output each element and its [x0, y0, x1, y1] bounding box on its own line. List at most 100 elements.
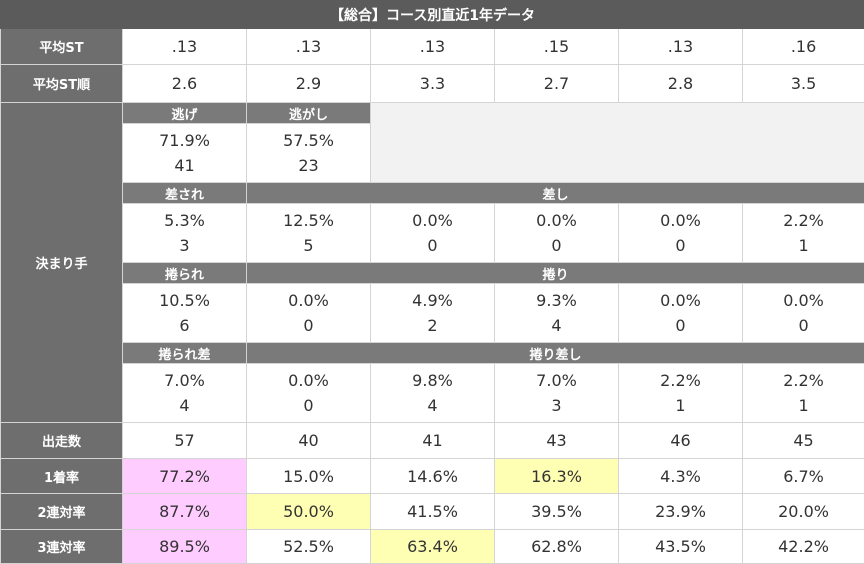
- subhead-makurare-sashi: 捲られ差: [123, 343, 247, 364]
- row-label-avg-st-rank: 平均ST順: [1, 65, 123, 103]
- trio-rate-course-4: 62.8%: [495, 530, 619, 564]
- row-label-kimarite: 決まり手: [1, 103, 123, 423]
- sashi-cell-course-3: 0.0%0: [371, 204, 495, 263]
- nigashi-count: 23: [247, 153, 370, 178]
- subhead-makuri-sashi: 捲り差し: [247, 343, 864, 364]
- trio-rate-course-3: 63.4%: [371, 530, 495, 564]
- trio-rate-course-5: 43.5%: [619, 530, 743, 564]
- makuri-sashi-rate: 9.8%: [371, 368, 494, 393]
- avg-st-rank-course-3: 3.3: [371, 65, 495, 103]
- avg-st-course-5: .13: [619, 29, 743, 65]
- avg-st-course-3: .13: [371, 29, 495, 65]
- sashi-count: 1: [743, 233, 864, 258]
- row-label-quinella-rate: 2連対率: [1, 494, 123, 530]
- sasare-cell: 5.3%3: [123, 204, 247, 263]
- starts-course-4: 43: [495, 423, 619, 459]
- makuri-sashi-count: 3: [495, 393, 618, 418]
- sashi-count: 5: [247, 233, 370, 258]
- subhead-makurare: 捲られ: [123, 263, 247, 284]
- sashi-cell-course-6: 2.2%1: [743, 204, 864, 263]
- starts-course-2: 40: [247, 423, 371, 459]
- sasare-rate: 5.3%: [123, 208, 246, 233]
- avg-st-course-6: .16: [743, 29, 864, 65]
- sashi-rate: 0.0%: [495, 208, 618, 233]
- makuri-rate: 9.3%: [495, 288, 618, 313]
- sashi-rate: 0.0%: [619, 208, 742, 233]
- subhead-nigashi: 逃がし: [247, 103, 371, 124]
- makuri-sashi-count: 0: [247, 393, 370, 418]
- trio-rate-course-1: 89.5%: [123, 530, 247, 564]
- win-rate-course-5: 4.3%: [619, 459, 743, 494]
- avg-st-course-1: .13: [123, 29, 247, 65]
- starts-course-3: 41: [371, 423, 495, 459]
- nige-rate: 71.9%: [123, 128, 246, 153]
- makuri-rate: 0.0%: [247, 288, 370, 313]
- sashi-cell-course-5: 0.0%0: [619, 204, 743, 263]
- avg-st-rank-course-4: 2.7: [495, 65, 619, 103]
- empty-block: [371, 103, 864, 183]
- makuri-count: 2: [371, 313, 494, 338]
- makuri-cell-course-5: 0.0%0: [619, 284, 743, 343]
- makuri-sashi-rate: 2.2%: [743, 368, 864, 393]
- makuri-count: 4: [495, 313, 618, 338]
- sashi-rate: 0.0%: [371, 208, 494, 233]
- row-label-trio-rate: 3連対率: [1, 530, 123, 564]
- subhead-makuri: 捲り: [247, 263, 864, 284]
- sashi-count: 0: [371, 233, 494, 258]
- makuri-sashi-count: 1: [743, 393, 864, 418]
- makuri-count: 0: [247, 313, 370, 338]
- subhead-sasare: 差され: [123, 183, 247, 204]
- nige-count: 41: [123, 153, 246, 178]
- makuri-rate: 0.0%: [743, 288, 864, 313]
- sashi-cell-course-4: 0.0%0: [495, 204, 619, 263]
- quinella-rate-course-5: 23.9%: [619, 494, 743, 530]
- starts-course-1: 57: [123, 423, 247, 459]
- sashi-cell-course-2: 12.5%5: [247, 204, 371, 263]
- quinella-rate-course-4: 39.5%: [495, 494, 619, 530]
- win-rate-course-6: 6.7%: [743, 459, 864, 494]
- sashi-count: 0: [495, 233, 618, 258]
- win-rate-course-1: 77.2%: [123, 459, 247, 494]
- makurare-sashi-count: 4: [123, 393, 246, 418]
- sashi-rate: 2.2%: [743, 208, 864, 233]
- avg-st-course-2: .13: [247, 29, 371, 65]
- subhead-nige: 逃げ: [123, 103, 247, 124]
- makuri-cell-course-6: 0.0%0: [743, 284, 864, 343]
- makuri-cell-course-2: 0.0%0: [247, 284, 371, 343]
- makuri-rate: 0.0%: [619, 288, 742, 313]
- makurare-sashi-rate: 7.0%: [123, 368, 246, 393]
- subhead-sashi: 差し: [247, 183, 864, 204]
- row-label-avg-st: 平均ST: [1, 29, 123, 65]
- nigashi-rate: 57.5%: [247, 128, 370, 153]
- sasare-count: 3: [123, 233, 246, 258]
- makuri-sashi-cell-course-3: 9.8%4: [371, 364, 495, 423]
- sashi-rate: 12.5%: [247, 208, 370, 233]
- win-rate-course-3: 14.6%: [371, 459, 495, 494]
- quinella-rate-course-3: 41.5%: [371, 494, 495, 530]
- avg-st-rank-course-5: 2.8: [619, 65, 743, 103]
- makurare-sashi-cell: 7.0%4: [123, 364, 247, 423]
- trio-rate-course-6: 42.2%: [743, 530, 864, 564]
- avg-st-rank-course-1: 2.6: [123, 65, 247, 103]
- sashi-count: 0: [619, 233, 742, 258]
- makuri-cell-course-4: 9.3%4: [495, 284, 619, 343]
- table-title: 【総合】コース別直近1年データ: [1, 1, 864, 29]
- makuri-sashi-cell-course-5: 2.2%1: [619, 364, 743, 423]
- starts-course-6: 45: [743, 423, 864, 459]
- win-rate-course-4: 16.3%: [495, 459, 619, 494]
- makuri-sashi-cell-course-6: 2.2%1: [743, 364, 864, 423]
- nige-cell: 71.9%41: [123, 124, 247, 183]
- makuri-sashi-count: 4: [371, 393, 494, 418]
- makuri-sashi-rate: 0.0%: [247, 368, 370, 393]
- quinella-rate-course-1: 87.7%: [123, 494, 247, 530]
- starts-course-5: 46: [619, 423, 743, 459]
- makuri-count: 0: [743, 313, 864, 338]
- makuri-sashi-rate: 7.0%: [495, 368, 618, 393]
- makuri-sashi-count: 1: [619, 393, 742, 418]
- makuri-sashi-cell-course-4: 7.0%3: [495, 364, 619, 423]
- row-label-starts: 出走数: [1, 423, 123, 459]
- makurare-rate: 10.5%: [123, 288, 246, 313]
- makurare-count: 6: [123, 313, 246, 338]
- avg-st-rank-course-2: 2.9: [247, 65, 371, 103]
